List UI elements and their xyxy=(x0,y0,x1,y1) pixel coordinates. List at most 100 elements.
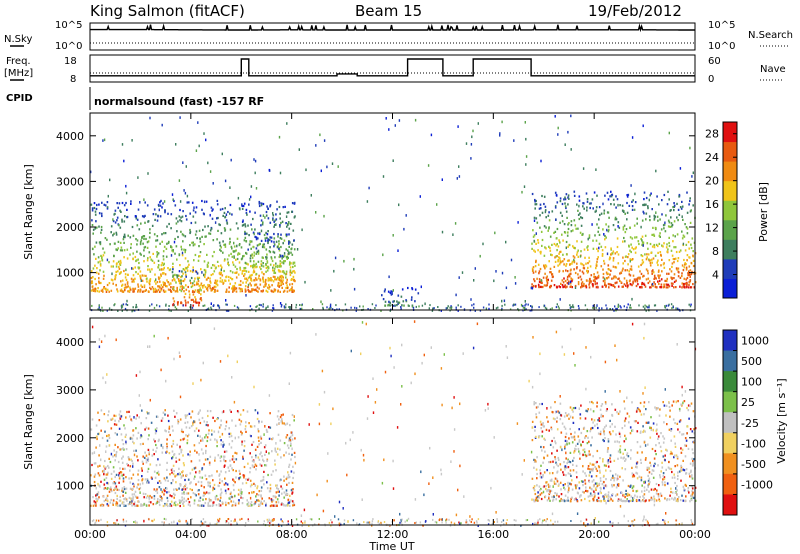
near-range-cell xyxy=(187,310,189,312)
scatter-cell xyxy=(92,247,94,251)
scatter-cell xyxy=(218,474,220,477)
scatter-cell xyxy=(611,193,614,196)
scatter-cell xyxy=(106,288,109,291)
scatter-cell xyxy=(539,203,542,206)
scatter-cell xyxy=(655,429,658,432)
scatter-cell xyxy=(102,290,104,293)
scatter-cell xyxy=(105,498,108,501)
scatter-cell xyxy=(210,273,213,277)
scatter-cell xyxy=(565,269,567,272)
scatter-cell xyxy=(684,223,686,226)
scatter-cell xyxy=(131,504,133,507)
scatter-cell xyxy=(668,272,670,275)
scatter-cell xyxy=(650,428,653,432)
scatter-cell xyxy=(661,466,664,469)
scatter-cell xyxy=(166,242,168,245)
scatter-cell xyxy=(210,227,213,230)
scatter-cell xyxy=(544,495,547,498)
noise-cell xyxy=(392,159,394,162)
scatter-cell xyxy=(588,474,591,477)
scatter-cell xyxy=(275,265,277,268)
scatter-cell xyxy=(225,219,228,222)
scatter-cell xyxy=(134,504,136,507)
scatter-cell xyxy=(178,270,181,273)
scatter-cell xyxy=(694,427,697,430)
scatter-cell xyxy=(275,240,278,243)
scatter-cell xyxy=(540,207,542,210)
scatter-cell xyxy=(546,416,548,419)
scatter-cell xyxy=(209,475,211,478)
scatter-cell xyxy=(573,190,576,193)
scatter-cell xyxy=(677,275,680,278)
scatter-cell xyxy=(626,454,628,457)
scatter-cell xyxy=(231,213,233,216)
scatter-cell xyxy=(609,273,611,276)
near-range-cell xyxy=(226,303,228,306)
scatter-cell xyxy=(178,458,181,461)
scatter-cell xyxy=(235,290,238,293)
scatter-cell xyxy=(135,238,137,241)
scatter-cell xyxy=(177,420,180,423)
noise-cell xyxy=(655,211,657,214)
noise-cell xyxy=(320,300,322,304)
noise-cell xyxy=(337,165,339,168)
scatter-cell xyxy=(162,281,165,284)
scatter-cell xyxy=(673,261,675,264)
scatter-cell xyxy=(558,263,561,266)
scatter-cell xyxy=(684,263,686,266)
scatter-cell xyxy=(238,283,240,286)
scatter-cell xyxy=(128,458,130,461)
scatter-cell xyxy=(660,283,663,286)
scatter-cell xyxy=(125,487,128,490)
scatter-cell xyxy=(580,499,583,502)
scatter-cell xyxy=(687,274,689,277)
scatter-cell xyxy=(287,211,290,214)
near-range-cell xyxy=(412,306,415,309)
scatter-cell xyxy=(610,190,612,193)
scatter-cell xyxy=(227,275,230,279)
scatter-cell xyxy=(598,482,601,485)
scatter-cell xyxy=(155,443,157,447)
scatter-cell xyxy=(271,259,274,263)
scatter-cell xyxy=(102,254,105,257)
scatter-cell xyxy=(259,278,262,281)
scatter-cell xyxy=(173,488,175,491)
scatter-cell xyxy=(269,251,272,254)
scatter-cell xyxy=(294,271,296,274)
scatter-cell xyxy=(182,240,184,243)
scatter-cell xyxy=(250,277,252,280)
scatter-cell xyxy=(243,440,246,443)
scatter-cell xyxy=(596,486,598,489)
scatter-cell xyxy=(532,266,535,269)
scatter-cell xyxy=(540,476,543,479)
scatter-cell xyxy=(219,496,222,499)
scatter-cell xyxy=(626,194,628,197)
scatter-cell xyxy=(557,410,559,413)
scatter-cell xyxy=(118,499,121,502)
scatter-cell xyxy=(543,471,546,474)
scatter-cell xyxy=(666,277,668,280)
scatter-cell xyxy=(130,458,132,461)
scatter-cell xyxy=(598,233,601,236)
scatter-cell xyxy=(181,285,183,288)
scatter-cell xyxy=(648,215,651,218)
scatter-cell xyxy=(655,492,658,495)
scatter-cell xyxy=(675,267,678,270)
scatter-cell xyxy=(154,432,157,435)
scatter-cell xyxy=(177,473,179,476)
scatter-cell xyxy=(178,499,181,502)
scatter-cell xyxy=(655,243,658,246)
scatter-cell xyxy=(189,472,192,475)
scatter-cell xyxy=(569,272,572,275)
ytick-label: 3000 xyxy=(56,175,84,188)
scatter-cell xyxy=(224,228,227,231)
scatter-cell xyxy=(276,498,279,501)
scatter-cell xyxy=(172,429,174,432)
scatter-cell xyxy=(389,291,392,295)
scatter-cell xyxy=(685,444,688,447)
scatter-cell xyxy=(668,221,671,224)
noise-cell xyxy=(405,214,407,217)
noise-cell xyxy=(276,245,279,249)
noise-cell xyxy=(603,233,605,236)
scatter-cell xyxy=(565,253,568,256)
